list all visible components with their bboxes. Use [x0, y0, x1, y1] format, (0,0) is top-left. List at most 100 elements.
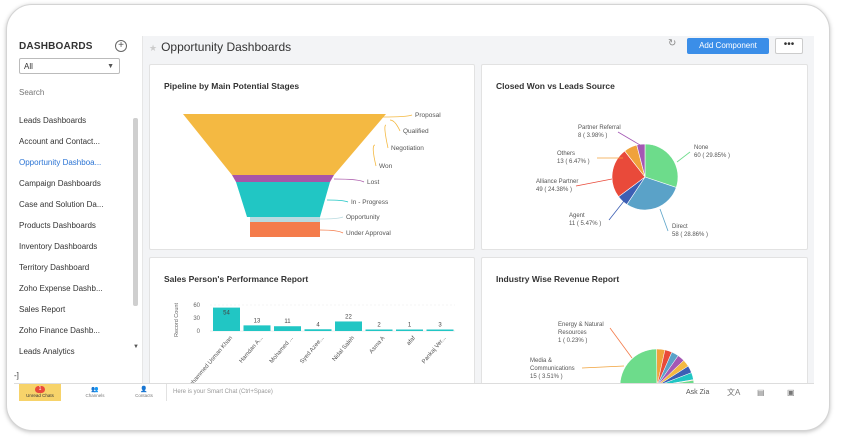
pie-slice [611, 150, 646, 198]
industry-leader-line [609, 327, 633, 359]
dashboard-filter-select[interactable]: All ▼ [19, 58, 120, 74]
plus-circle-icon[interactable]: + [115, 40, 127, 52]
notes-icon[interactable]: ▤ [757, 388, 765, 397]
pie-slice-value: 58 ( 28.86% ) [672, 232, 708, 238]
funnel-leader-line [384, 124, 389, 149]
screen-share-icon[interactable]: ▣ [787, 388, 795, 397]
add-component-button[interactable]: Add Component [687, 38, 769, 54]
sidebar-list: Leads Dashboards Account and Contact... … [14, 114, 132, 366]
pie-slice-name: Partner Referral [578, 125, 621, 131]
x-tick-label: Hamdan A... [239, 335, 265, 364]
funnel-panel: Pipeline by Main Potential Stages Propos… [149, 64, 475, 250]
bar-value-label: 11 [284, 319, 291, 325]
bar-title: Sales Person's Performance Report [164, 274, 309, 284]
ask-zia-button[interactable]: Ask Zia [686, 389, 710, 396]
x-tick-label: Nidal Saleh [332, 335, 356, 362]
sidebar-item[interactable]: Inventory Dashboards [19, 242, 98, 251]
bar-value-label: 22 [345, 314, 352, 320]
bar [304, 329, 332, 331]
unread-chats-label: Unread Chats [26, 393, 54, 398]
channels-button[interactable]: 👥 Channels [78, 384, 112, 401]
star-icon[interactable]: ★ [149, 43, 158, 53]
bar [274, 326, 301, 331]
sidebar-item[interactable]: Leads Dashboards [19, 116, 87, 125]
x-tick-label: Asma A [369, 335, 387, 355]
funnel-stage-label: Negotiation [391, 145, 424, 152]
funnel-leader-line [319, 229, 344, 234]
sidebar-item[interactable]: Zoho Finance Dashb... [19, 326, 100, 335]
sidebar-item[interactable]: Territory Dashboard [19, 263, 90, 272]
bar-value-label: 1 [408, 323, 412, 329]
industry-leader-line [581, 365, 625, 369]
x-tick-label: Syed Azee... [299, 335, 325, 365]
scroll-down-arrow-icon[interactable]: ▼ [133, 344, 139, 350]
funnel-segment-under-approval [250, 222, 320, 237]
y-tick-label: 30 [193, 316, 200, 322]
smart-chat-input[interactable]: Here is your Smart Chat (Ctrl+Space) [166, 384, 686, 401]
pie-title: Closed Won vs Leads Source [496, 81, 615, 91]
sidebar-item[interactable]: Account and Contact... [19, 137, 100, 146]
bar-value-label: 13 [254, 318, 261, 324]
bar-panel: Sales Person's Performance Report Record… [149, 257, 475, 398]
pie-slice-name: Direct [672, 224, 688, 230]
sidebar-heading: DASHBOARDS [19, 41, 93, 52]
sidebar-scrollbar[interactable] [133, 118, 138, 306]
bar [426, 329, 454, 331]
refresh-icon[interactable]: ↻ [668, 38, 677, 49]
bar [396, 329, 423, 331]
industry-label-line: 15 ( 3.51% ) [530, 374, 563, 380]
x-tick-label: Pankaj Ver... [421, 335, 447, 365]
bar-value-label: 54 [223, 311, 230, 317]
industry-title: Industry Wise Revenue Report [496, 274, 620, 284]
dashboard-app: DASHBOARDS + All ▼ Leads Dashboards Acco… [14, 36, 814, 398]
sidebar-item[interactable]: Campaign Dashboards [19, 179, 101, 188]
funnel-leader-line [372, 144, 377, 167]
x-tick-label: afaf [406, 335, 417, 347]
bar [335, 321, 362, 331]
funnel-stage-label: Under Approval [346, 230, 391, 237]
pie-slice-value: 11 ( 5.47% ) [569, 221, 601, 227]
funnel-stage-label: In - Progress [351, 199, 389, 206]
sidebar-search-input[interactable] [19, 88, 125, 97]
sidebar-item[interactable]: Leads Analytics [19, 347, 75, 356]
funnel-stage-label: Opportunity [346, 214, 380, 221]
funnel-leader-line [319, 216, 344, 220]
bar [213, 307, 240, 331]
industry-chart: Energy & Natural Resources 1 ( 0.23% ) Medi… [530, 322, 695, 397]
pie-leader-line [676, 151, 691, 163]
funnel-leader-line [333, 178, 365, 183]
industry-label-line: 1 ( 0.23% ) [558, 338, 587, 344]
pie-leader-line [617, 131, 641, 146]
sidebar-item-active[interactable]: Opportunity Dashboa... [19, 158, 102, 167]
collapse-icon[interactable]: -] [14, 371, 19, 380]
bar-value-label: 4 [316, 322, 320, 328]
pie-chart: None 60 ( 29.85% ) Direct 58 ( 28.86% ) Agen… [536, 125, 730, 238]
pie-slice-name: Others [557, 151, 575, 157]
funnel-leader-line [326, 199, 349, 203]
bottom-bar: 1 Unread Chats 👥 Channels 👤 Contacts Her… [14, 383, 814, 401]
contacts-button[interactable]: 👤 Contacts [127, 384, 161, 401]
filter-value: All [24, 62, 33, 71]
funnel-chart: Proposal Qualified Negotiation Won Lost In - … [183, 112, 441, 237]
more-options-button[interactable]: ••• [775, 38, 803, 54]
sidebar: DASHBOARDS + All ▼ Leads Dashboards Acco… [14, 36, 143, 396]
funnel-segment-top [183, 114, 386, 175]
sidebar-item[interactable]: Products Dashboards [19, 221, 96, 230]
pie-slice-value: 13 ( 6.47% ) [557, 159, 590, 165]
bar [365, 329, 393, 331]
funnel-stage-label: Qualified [403, 128, 429, 135]
pie-slice-name: Agent [569, 213, 585, 219]
funnel-leader-line [389, 119, 401, 132]
y-tick-label: 60 [193, 303, 200, 309]
pie-slice [626, 176, 677, 211]
pie-slice-value: 49 ( 24.38% ) [536, 187, 572, 193]
industry-label-line: Energy & Natural [558, 322, 604, 328]
unread-chats-button[interactable]: 1 Unread Chats [19, 384, 61, 401]
sidebar-item[interactable]: Case and Solution Da... [19, 200, 104, 209]
industry-panel: Industry Wise Revenue Report Energy & Na… [481, 257, 808, 398]
translate-icon[interactable]: 文A [727, 388, 741, 397]
sidebar-item[interactable]: Sales Report [19, 305, 66, 314]
funnel-segment-lost [232, 175, 334, 182]
sidebar-item[interactable]: Zoho Expense Dashb... [19, 284, 103, 293]
